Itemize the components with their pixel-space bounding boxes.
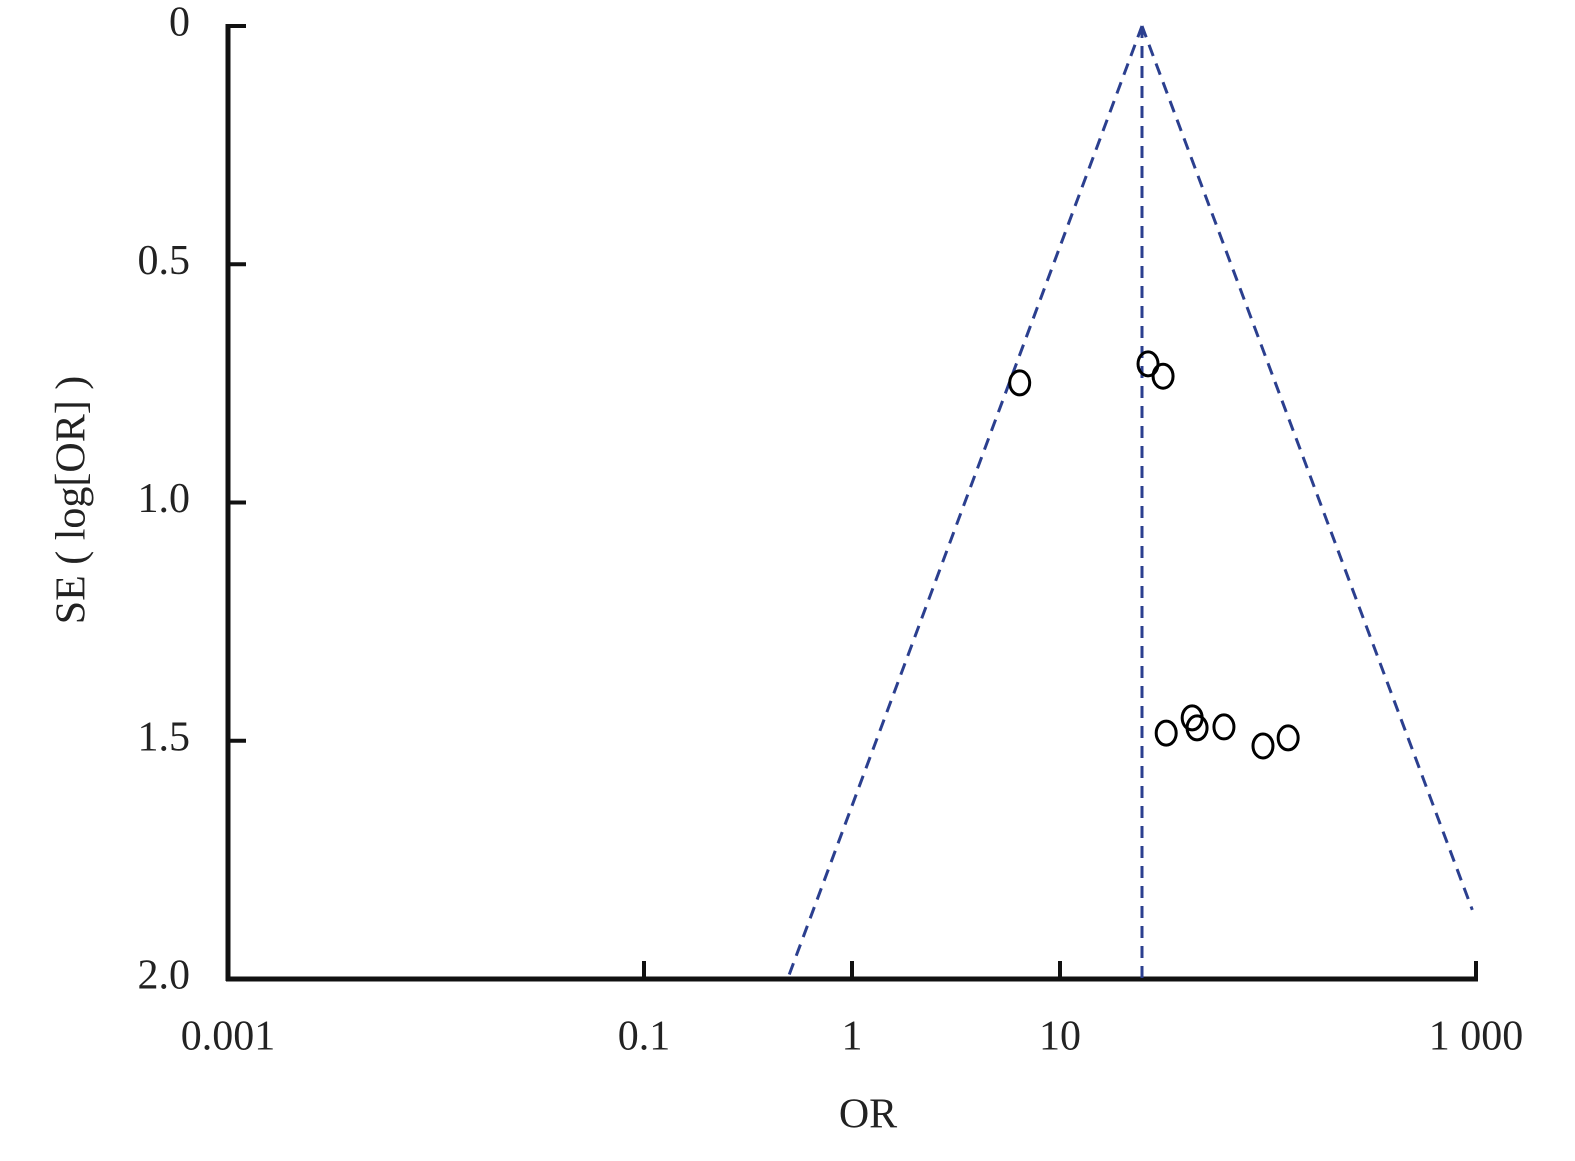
study-point xyxy=(1154,719,1178,747)
study-point xyxy=(1276,724,1300,752)
y-tick-label: 0.5 xyxy=(138,238,191,284)
x-axis-label: OR xyxy=(839,1092,897,1138)
x-tick-label: 10 xyxy=(1039,1014,1081,1060)
y-axis-label: SE ( log[OR] ) xyxy=(49,376,95,624)
study-point xyxy=(1136,350,1160,378)
study-point xyxy=(1251,732,1275,760)
y-tick-label: 1.5 xyxy=(138,714,191,760)
x-tick-label: 1 xyxy=(842,1014,863,1060)
x-tick-label: 0.1 xyxy=(618,1014,671,1060)
funnel-line xyxy=(786,25,1144,980)
x-tick-label: 0.001 xyxy=(181,1014,276,1060)
study-point xyxy=(1151,362,1175,390)
x-tick-label: 1 000 xyxy=(1429,1014,1524,1060)
y-tick-label: 0 xyxy=(169,0,190,46)
y-tick-label: 2.0 xyxy=(138,953,191,999)
study-point xyxy=(1008,369,1032,397)
y-tick-label: 1.0 xyxy=(138,476,191,522)
study-point xyxy=(1185,714,1209,742)
funnel-line xyxy=(1140,25,1474,911)
study-point xyxy=(1212,713,1236,741)
